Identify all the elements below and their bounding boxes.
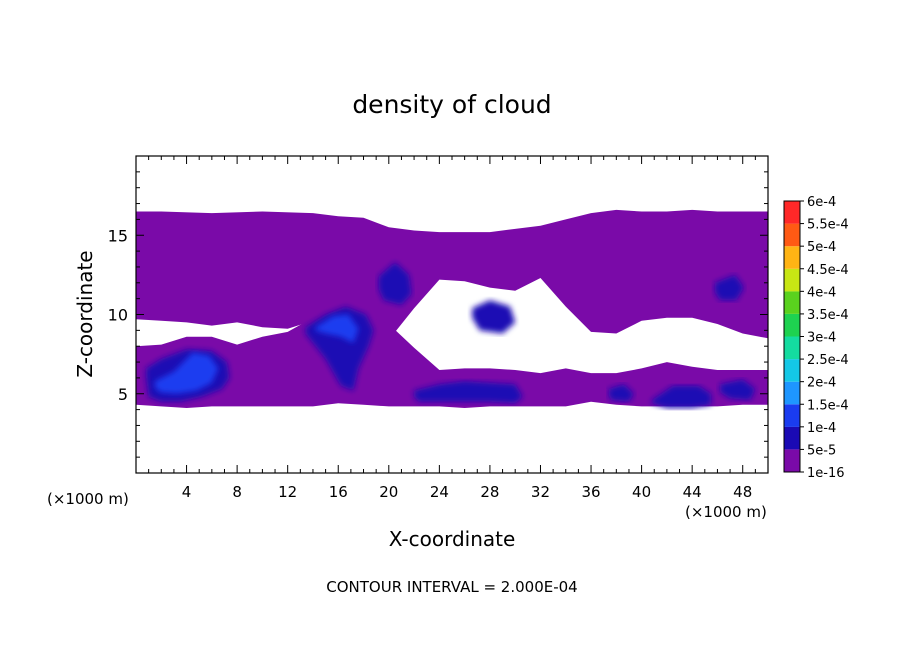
colorbar-label: 5.5e-4: [807, 218, 849, 233]
colorbar-swatch: [784, 359, 800, 382]
colorbar-swatch: [784, 291, 800, 314]
contour-interval-note: CONTOUR INTERVAL = 2.000E-04: [326, 578, 577, 596]
density-field: [136, 209, 768, 408]
x-axis-ticks: 4 8 12 16 20 24 28 32 36 40 44 48: [148, 156, 756, 501]
colorbar-swatch: [784, 426, 800, 450]
colorbar-label: 1e-16: [807, 466, 845, 481]
cloud-region-2: [136, 309, 768, 408]
cloud-region-10: [472, 300, 516, 334]
cloud-region-1: [136, 209, 768, 340]
x-tick-label: 4: [182, 483, 192, 501]
cloud-region-11: [608, 384, 634, 402]
x-tick-label: 28: [480, 483, 499, 501]
colorbar-swatch: [784, 404, 800, 427]
x-axis-label: X-coordinate: [389, 527, 516, 551]
x-unit-label-right: (×1000 m): [685, 503, 767, 521]
colorbar-label: 3e-4: [807, 331, 836, 346]
x-tick-label: 44: [683, 483, 702, 501]
x-tick-label: 24: [430, 483, 449, 501]
x-tick-label: 20: [379, 483, 398, 501]
colorbar-label: 6e-4: [807, 195, 836, 210]
colorbar-label: 1.5e-4: [807, 398, 849, 413]
colorbar-swatch: [784, 313, 800, 337]
colorbar-swatch: [784, 268, 800, 292]
colorbar-label: 2.5e-4: [807, 353, 849, 368]
chart-title: density of cloud: [352, 90, 551, 119]
x-unit-label-left: (×1000 m): [47, 490, 129, 508]
y-axis-ticks: 5 10 15: [108, 171, 768, 458]
x-tick-label: 32: [531, 483, 550, 501]
x-tick-label: 12: [278, 483, 297, 501]
colorbar-label: 4e-4: [807, 285, 836, 300]
x-tick-label: 48: [733, 483, 752, 501]
colorbar-swatch: [784, 246, 800, 269]
colorbar-swatch: [784, 201, 800, 224]
colorbar: 1e-16 5e-5 1e-4 1.5e-4 2e-4 2.5e-4 3e-4 3.5e-4 4…: [783, 195, 849, 481]
cloud-region-7: [315, 314, 359, 343]
colorbar-label: 1e-4: [807, 421, 836, 436]
cloud-region-5: [155, 352, 219, 394]
cloud-region-12: [720, 379, 756, 401]
colorbar-swatch: [784, 381, 800, 405]
cloud-region-3: [651, 385, 712, 408]
colorbar-swatch: [784, 449, 800, 472]
y-tick-label: 10: [108, 306, 128, 325]
colorbar-label: 2e-4: [807, 376, 836, 391]
cloud-region-9: [414, 381, 523, 404]
colorbar-label: 5e-4: [807, 240, 836, 255]
cloud-region-13: [714, 274, 744, 301]
colorbar-swatch: [784, 223, 800, 247]
y-tick-label: 5: [118, 385, 128, 404]
colorbar-label: 3.5e-4: [807, 308, 849, 323]
cloud-region-8: [378, 262, 412, 305]
x-tick-label: 8: [232, 483, 242, 501]
x-tick-label: 36: [581, 483, 600, 501]
x-tick-label: 16: [329, 483, 348, 501]
y-tick-label: 15: [108, 226, 128, 245]
x-tick-label: 40: [632, 483, 651, 501]
colorbar-label: 4.5e-4: [807, 263, 849, 278]
colorbar-label: 5e-5: [807, 443, 836, 458]
y-axis-label: Z-coordinate: [73, 250, 97, 377]
colorbar-swatch: [784, 336, 800, 360]
